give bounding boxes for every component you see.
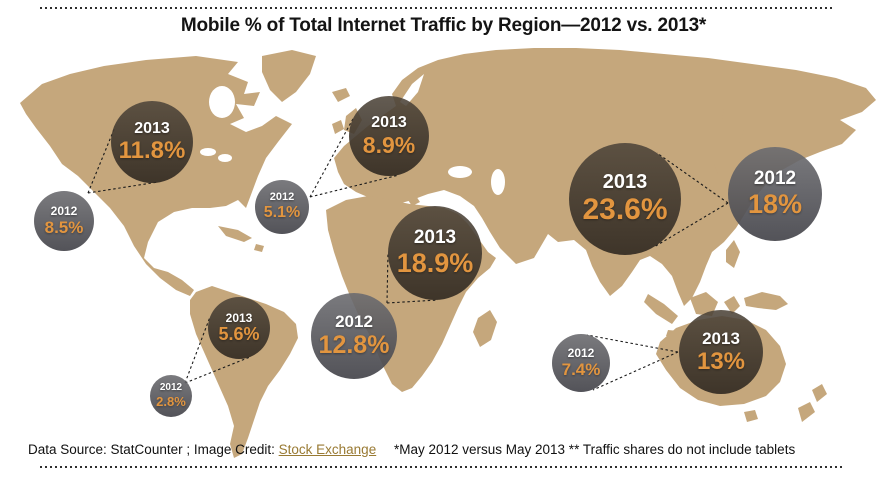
bubble-percent-value: 8.5% xyxy=(44,217,84,237)
bubble-year-label: 2012 xyxy=(159,382,183,394)
connector-line-asia xyxy=(653,202,729,248)
island-cuba xyxy=(218,226,252,242)
bubble-year-label: 2013 xyxy=(413,227,457,249)
bubble-year-label: 2012 xyxy=(753,168,797,190)
bubble-percent-value: 18% xyxy=(747,189,803,220)
bubble-percent-value: 13% xyxy=(696,347,746,375)
bubble-percent-value: 23.6% xyxy=(582,193,668,227)
top-dotted-border xyxy=(40,7,833,9)
bubble-europe-2012: 2012 5.1% xyxy=(255,180,309,234)
island-iceland xyxy=(332,88,350,102)
connector-line-africa xyxy=(386,299,439,304)
bubble-oceania-2012: 2012 7.4% xyxy=(552,334,610,392)
islands-philippines xyxy=(726,240,740,268)
caspian-sea xyxy=(491,169,505,195)
great-lake xyxy=(218,154,232,162)
bubble-year-label: 2013 xyxy=(371,114,407,132)
connector-line-asia xyxy=(656,152,729,204)
bubble-year-label: 2013 xyxy=(602,171,648,194)
bubble-year-label: 2012 xyxy=(335,312,373,332)
bubble-asia-2013: 2013 23.6% xyxy=(569,143,681,255)
footer-credit-link[interactable]: Stock Exchange xyxy=(278,442,377,457)
connector-line-south-america xyxy=(184,316,211,384)
bubble-north-america-2012: 2012 8.5% xyxy=(34,191,94,251)
hudson-bay xyxy=(209,86,235,118)
footer: Data Source: StatCounter ; Image Credit:… xyxy=(28,442,867,457)
bubble-year-label: 2013 xyxy=(134,119,170,137)
bubble-percent-value: 12.8% xyxy=(318,331,390,360)
bubble-percent-value: 8.9% xyxy=(362,131,416,158)
bubble-percent-value: 5.1% xyxy=(263,203,301,221)
bubble-year-label: 2012 xyxy=(567,346,595,361)
connector-line-oceania xyxy=(586,334,679,353)
island-hispaniola xyxy=(254,244,264,252)
bubble-north-america-2013: 2013 11.8% xyxy=(111,101,193,183)
island-tasmania xyxy=(744,410,758,422)
baltic-sea xyxy=(400,74,424,106)
island-greenland xyxy=(262,50,316,102)
bubble-percent-value: 11.8% xyxy=(118,137,186,165)
bubble-oceania-2013: 2013 13% xyxy=(679,310,763,394)
connector-line-north-america xyxy=(87,181,159,194)
bubble-year-label: 2013 xyxy=(225,310,253,325)
bubble-africa-2013: 2013 18.9% xyxy=(388,206,482,300)
bubble-percent-value: 5.6% xyxy=(218,324,260,345)
bottom-dotted-border xyxy=(40,466,843,468)
connector-line-oceania xyxy=(592,351,679,391)
peninsula-italy xyxy=(398,180,420,206)
bubble-year-label: 2012 xyxy=(50,204,78,219)
island-sulawesi xyxy=(724,296,740,314)
bubble-africa-2012: 2012 12.8% xyxy=(311,293,397,379)
island-new-zealand-south xyxy=(798,402,815,422)
bubble-year-label: 2013 xyxy=(702,328,740,348)
bubble-south-america-2013: 2013 5.6% xyxy=(208,297,270,359)
island-ireland xyxy=(332,120,344,134)
bubble-south-america-2012: 2012 2.8% xyxy=(150,375,192,417)
connector-line-africa xyxy=(386,251,389,304)
island-new-zealand-north xyxy=(812,384,827,402)
island-madagascar xyxy=(473,310,497,347)
island-new-guinea xyxy=(744,292,788,310)
connector-line-south-america xyxy=(184,356,251,384)
island-sumatra xyxy=(644,294,678,324)
bubble-year-label: 2012 xyxy=(269,191,295,204)
bubble-percent-value: 2.8% xyxy=(156,393,186,409)
great-lake xyxy=(200,148,216,156)
footer-notes-text: *May 2012 versus May 2013 ** Traffic sha… xyxy=(393,442,796,457)
bubble-percent-value: 18.9% xyxy=(396,248,474,279)
bubble-europe-2013: 2013 8.9% xyxy=(349,96,429,176)
connector-lines xyxy=(87,116,729,391)
island-japan xyxy=(720,100,744,158)
bubble-asia-2012: 2012 18% xyxy=(728,147,822,241)
chart-title: Mobile % of Total Internet Traffic by Re… xyxy=(180,15,707,36)
bubble-percent-value: 7.4% xyxy=(561,359,601,379)
footer-source-text: Data Source: StatCounter ; Image Credit: xyxy=(28,442,275,457)
black-sea xyxy=(448,166,472,178)
connector-line-north-america xyxy=(87,126,116,194)
island-japan-south xyxy=(714,160,728,174)
